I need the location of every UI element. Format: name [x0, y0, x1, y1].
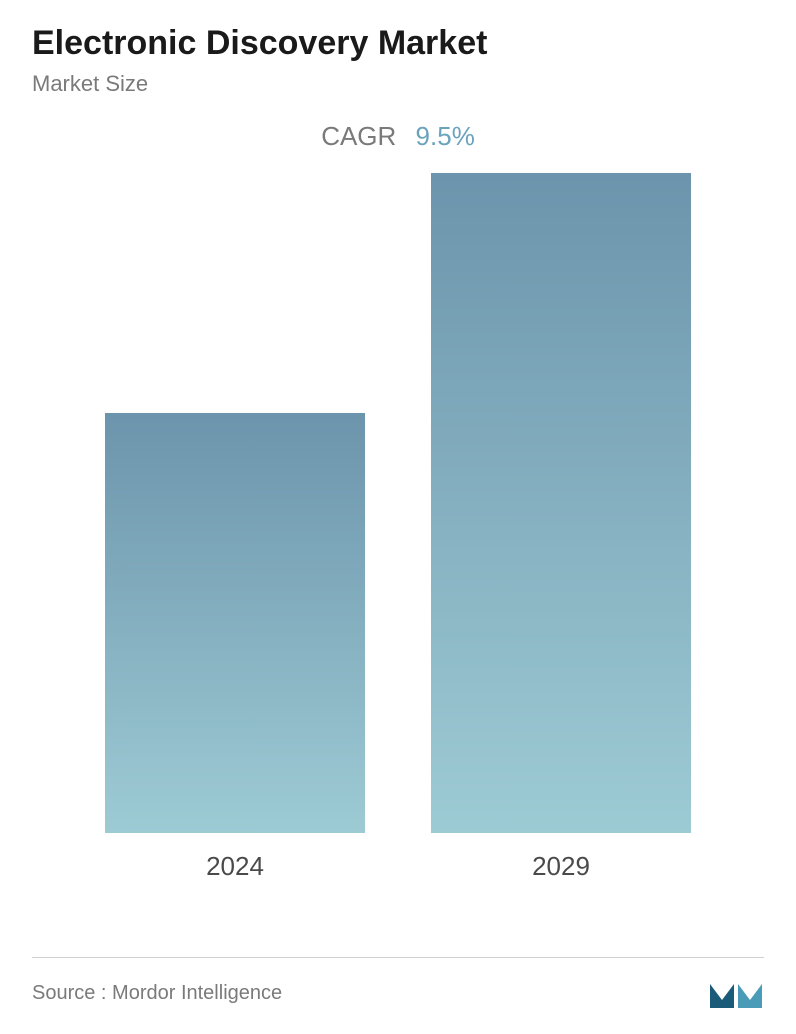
- chart-subtitle: Market Size: [32, 71, 764, 97]
- bar-2024: [105, 413, 365, 833]
- bar-2029: [431, 173, 691, 833]
- bar-label-2029: 2029: [532, 851, 590, 882]
- chart-title: Electronic Discovery Market: [32, 24, 764, 63]
- cagr-section: CAGR 9.5%: [32, 121, 764, 152]
- cagr-value: 9.5%: [416, 121, 475, 151]
- bar-group-2024: 2024: [95, 413, 375, 882]
- mordor-logo-icon: [708, 976, 764, 1010]
- cagr-label: CAGR: [321, 121, 396, 151]
- bar-label-2024: 2024: [206, 851, 264, 882]
- bar-group-2029: 2029: [421, 173, 701, 882]
- bar-chart: 2024 2029: [32, 192, 764, 932]
- chart-footer: Source : Mordor Intelligence: [32, 957, 764, 1010]
- source-attribution: Source : Mordor Intelligence: [32, 982, 282, 1005]
